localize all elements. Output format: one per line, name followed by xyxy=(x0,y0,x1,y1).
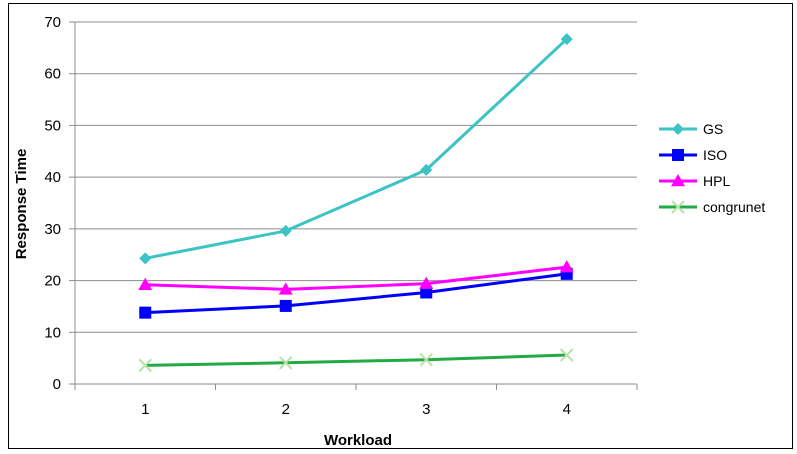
y-tick-label: 20 xyxy=(44,273,61,290)
data-point-gs xyxy=(279,224,292,237)
series-iso xyxy=(139,267,573,319)
legend-marker xyxy=(671,174,685,187)
y-axis-title: Response Time xyxy=(13,149,30,260)
marker-stroke xyxy=(560,348,574,362)
x-tick-label: 2 xyxy=(282,401,290,418)
data-point-hpl xyxy=(419,276,434,289)
y-tick-labels: 0 10 20 30 40 50 60 70 xyxy=(44,14,61,393)
series-gs xyxy=(139,33,573,265)
x-tick-label: 1 xyxy=(141,401,149,418)
data-point-congrunet xyxy=(279,356,293,370)
series-line-hpl xyxy=(145,265,567,291)
y-tick-label: 60 xyxy=(44,66,61,83)
data-point-hpl xyxy=(278,282,293,295)
data-point-congrunet xyxy=(560,348,574,362)
series-congrunet xyxy=(138,348,574,373)
data-point-iso xyxy=(420,286,433,299)
y-tick-label: 40 xyxy=(44,169,61,186)
x-tick-label: 3 xyxy=(422,401,430,418)
legend-marker xyxy=(672,123,684,135)
legend-label: ISO xyxy=(703,147,727,163)
marker-stroke xyxy=(419,352,433,367)
gridlines xyxy=(75,21,637,333)
y-tick-label: 30 xyxy=(44,221,61,238)
series-line-iso xyxy=(145,272,567,315)
data-point-iso xyxy=(279,299,292,312)
series-line-gs xyxy=(144,37,568,260)
legend-marker xyxy=(671,200,685,214)
data-point-gs xyxy=(420,163,433,176)
y-tick-label: 70 xyxy=(44,14,61,31)
chart-frame: 0 10 20 30 40 50 60 70 1 2 3 4 Response Time Workl… xyxy=(8,3,793,449)
data-point-iso xyxy=(139,306,152,319)
marker-stroke xyxy=(671,200,685,214)
data-point-hpl xyxy=(138,277,153,290)
series-line-congrunet xyxy=(145,353,567,367)
line-chart: 0 10 20 30 40 50 60 70 1 2 3 4 Response Time Workl… xyxy=(13,14,765,449)
legend-label: GS xyxy=(703,121,723,137)
legend-item-iso: ISO xyxy=(659,147,727,163)
marker-stroke xyxy=(138,358,152,373)
legend-item-congrunet: congrunet xyxy=(659,199,765,215)
data-point-gs xyxy=(139,252,152,265)
y-tick-label: 10 xyxy=(44,324,61,341)
series-hpl xyxy=(138,260,574,295)
x-tick-labels: 1 2 3 4 xyxy=(141,401,571,418)
legend-item-gs: GS xyxy=(659,121,723,137)
legend-label: HPL xyxy=(703,173,730,189)
legend-item-hpl: HPL xyxy=(659,173,730,189)
series-group xyxy=(138,33,574,373)
legend-label: congrunet xyxy=(703,199,765,215)
axes xyxy=(69,21,638,390)
y-tick-label: 50 xyxy=(44,117,61,134)
legend-marker xyxy=(672,149,684,161)
x-axis-title: Workload xyxy=(324,432,392,449)
marker-stroke xyxy=(279,356,293,370)
data-point-congrunet xyxy=(419,352,433,367)
data-point-congrunet xyxy=(138,358,152,373)
y-tick-label: 0 xyxy=(53,376,61,393)
data-point-hpl xyxy=(559,260,574,273)
legend: GS ISO HPL congrunet xyxy=(659,121,765,215)
x-tick-label: 4 xyxy=(563,401,571,418)
data-point-gs xyxy=(560,33,573,46)
